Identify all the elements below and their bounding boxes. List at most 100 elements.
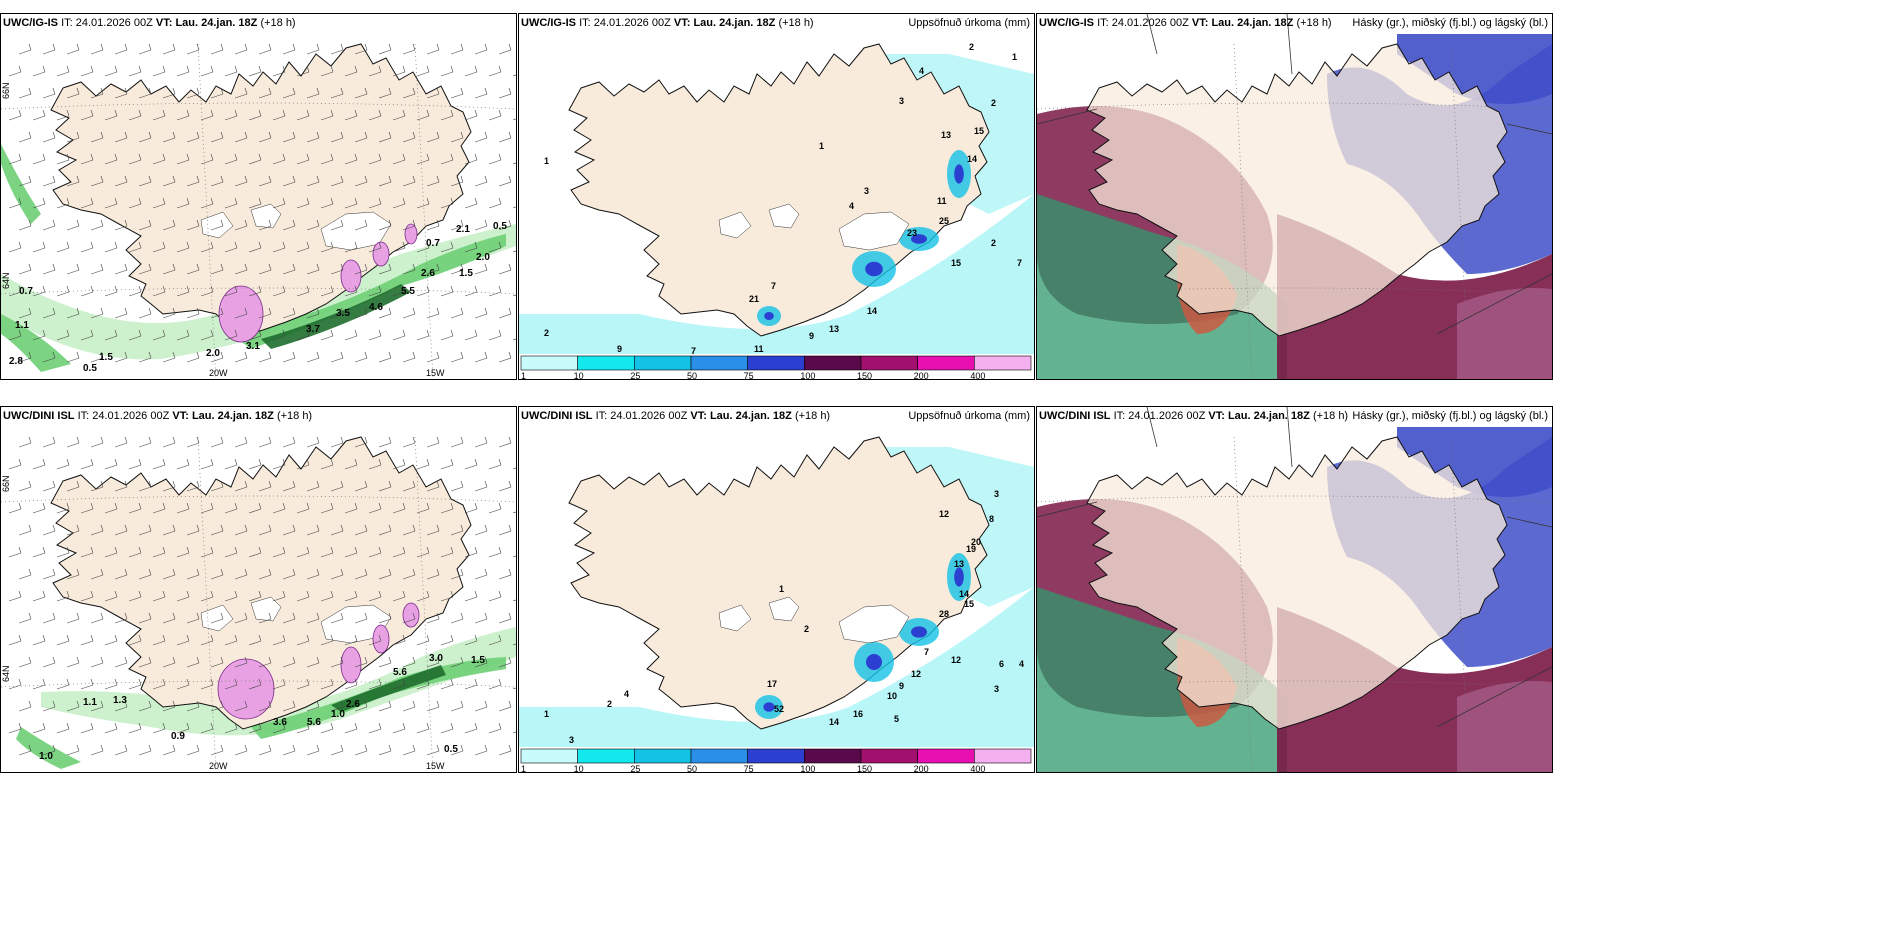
precip-value-label: 4 bbox=[1019, 659, 1024, 669]
precip-area bbox=[519, 587, 1034, 747]
wind-value-label: 0.9 bbox=[171, 731, 185, 742]
wind-value-label: 1.0 bbox=[331, 709, 345, 720]
precip-title: Uppsöfnuð úrkoma (mm) bbox=[908, 17, 1030, 29]
precip-value-label: 28 bbox=[939, 609, 949, 619]
cloud-layer bbox=[1037, 194, 1287, 379]
latitude-gridline bbox=[1, 102, 516, 110]
border-line bbox=[1286, 407, 1293, 468]
colorbar-swatch bbox=[917, 355, 975, 371]
precip-value-label: 2 bbox=[804, 624, 809, 634]
colorbar-tick-label: 50 bbox=[687, 371, 697, 379]
latitude-gridline bbox=[1037, 102, 1552, 110]
colorbar-tick-label: 75 bbox=[744, 764, 754, 772]
precip-value-label: 14 bbox=[829, 717, 839, 727]
wind-value-label: 0.5 bbox=[83, 363, 97, 374]
precip-value-label: 2 bbox=[991, 98, 996, 108]
axis-label: 15W bbox=[426, 368, 445, 378]
colorbar-swatch bbox=[974, 748, 1032, 764]
precip-band bbox=[1, 314, 71, 372]
precip-value-label: 14 bbox=[959, 589, 969, 599]
wind-value-label: 5.6 bbox=[307, 717, 321, 728]
precip-value-label: 15 bbox=[974, 126, 984, 136]
glacier bbox=[768, 203, 800, 229]
snow-area bbox=[372, 624, 390, 654]
latitude-gridline bbox=[1037, 287, 1552, 295]
precip-value-label: 11 bbox=[937, 196, 947, 206]
cloud-layer bbox=[1397, 34, 1552, 104]
precip-band bbox=[1, 224, 516, 360]
panel-header: UWC/DINI ISL IT: 24.01.2026 00Z VT: Lau.… bbox=[1039, 410, 1349, 422]
precip-cell-core bbox=[866, 654, 882, 670]
wind-value-label: 4.6 bbox=[369, 302, 383, 313]
precip-area bbox=[519, 194, 1034, 354]
wind-barbs bbox=[8, 43, 516, 363]
wind-value-label: 5.5 bbox=[401, 286, 415, 297]
precip-value-label: 19 bbox=[966, 544, 976, 554]
precip-value-label: 21 bbox=[749, 294, 759, 304]
cloud-layer bbox=[1457, 681, 1552, 772]
glacier bbox=[768, 596, 800, 622]
snow-area bbox=[340, 646, 362, 684]
wind-value-label: 3.6 bbox=[273, 717, 287, 728]
precip-value-label: 3 bbox=[994, 684, 999, 694]
glacier bbox=[250, 596, 282, 622]
precip-value-label: 14 bbox=[967, 154, 977, 164]
latitude-gridline bbox=[1, 495, 516, 503]
snow-area bbox=[217, 658, 275, 720]
wind-value-label: 3.7 bbox=[306, 324, 320, 335]
precip-panel-top: 1 2 9 7 11 9 13 14 15 7 2 23 25 11 4 3 13 15 14 1 2 3 4 2 1 7 21 1 1… bbox=[518, 13, 1035, 380]
colorbar-tick-label: 50 bbox=[687, 764, 697, 772]
precip-band bbox=[1, 144, 41, 224]
cloud-panel-top: UWC/IG-IS IT: 24.01.2026 00Z VT: Lau. 24… bbox=[1036, 13, 1553, 380]
precip-value-label: 9 bbox=[617, 344, 622, 354]
wind-value-label: 1.1 bbox=[15, 320, 29, 331]
axis-label: 20W bbox=[209, 761, 228, 771]
precip-value-label: 52 bbox=[774, 704, 784, 714]
precip-value-label: 9 bbox=[809, 331, 814, 341]
wind-value-label: 0.7 bbox=[426, 238, 440, 249]
iceland-coastline bbox=[50, 436, 472, 730]
snow-area bbox=[218, 285, 264, 343]
precip-value-label: 11 bbox=[754, 344, 764, 354]
wind-value-label: 2.1 bbox=[456, 224, 470, 235]
colorbar-tick-label: 1 bbox=[521, 764, 526, 772]
colorbar-swatch bbox=[917, 748, 975, 764]
latitude-gridline bbox=[1, 680, 516, 688]
colorbar-tick-label: 100 bbox=[800, 371, 815, 379]
cloud-layer bbox=[1037, 587, 1287, 772]
precip-value-label: 1 bbox=[544, 156, 549, 166]
wind-value-label: 5.6 bbox=[393, 667, 407, 678]
glacier bbox=[838, 211, 910, 251]
precip-value-label: 4 bbox=[919, 66, 924, 76]
wind-value-label: 2.0 bbox=[476, 252, 490, 263]
wind-value-label: 1.5 bbox=[99, 352, 113, 363]
precip-value-label: 6 bbox=[999, 659, 1004, 669]
colorbar-tick-label: 150 bbox=[857, 764, 872, 772]
panel-header: UWC/IG-IS IT: 24.01.2026 00Z VT: Lau. 24… bbox=[1039, 17, 1332, 29]
precip-title: Uppsöfnuð úrkoma (mm) bbox=[908, 410, 1030, 422]
precip-cell-core bbox=[865, 261, 883, 277]
precip-panel-bottom: 1 2 3 4 14 16 10 9 5 12 12 7 28 15 14 13 19 20 12 3 8 6 4 3 1 17 5… bbox=[518, 406, 1035, 773]
precip-value-label: 23 bbox=[907, 228, 917, 238]
glacier bbox=[250, 203, 282, 229]
precip-band bbox=[331, 665, 446, 712]
colorbar-swatch bbox=[974, 355, 1032, 371]
wind-value-label: 2.8 bbox=[9, 356, 23, 367]
wind-barbs bbox=[8, 436, 516, 756]
snow-area bbox=[404, 223, 418, 245]
precip-value-label: 13 bbox=[941, 130, 951, 140]
latitude-gridline bbox=[1037, 680, 1552, 688]
precip-value-label: 15 bbox=[964, 599, 974, 609]
border-line bbox=[1506, 516, 1552, 528]
axis-label: 66N bbox=[1, 82, 11, 99]
cloud-panel-bottom: UWC/DINI ISL IT: 24.01.2026 00Z VT: Lau.… bbox=[1036, 406, 1553, 773]
border-line bbox=[1037, 108, 1098, 125]
axis-label: 66N bbox=[1, 475, 11, 492]
colorbar-swatch bbox=[747, 748, 805, 764]
cloud-map-top bbox=[1037, 14, 1552, 379]
wind-value-label: 3.5 bbox=[336, 308, 350, 319]
colorbar-tick-label: 1 bbox=[521, 371, 526, 379]
colorbar-tick-label: 25 bbox=[630, 371, 640, 379]
